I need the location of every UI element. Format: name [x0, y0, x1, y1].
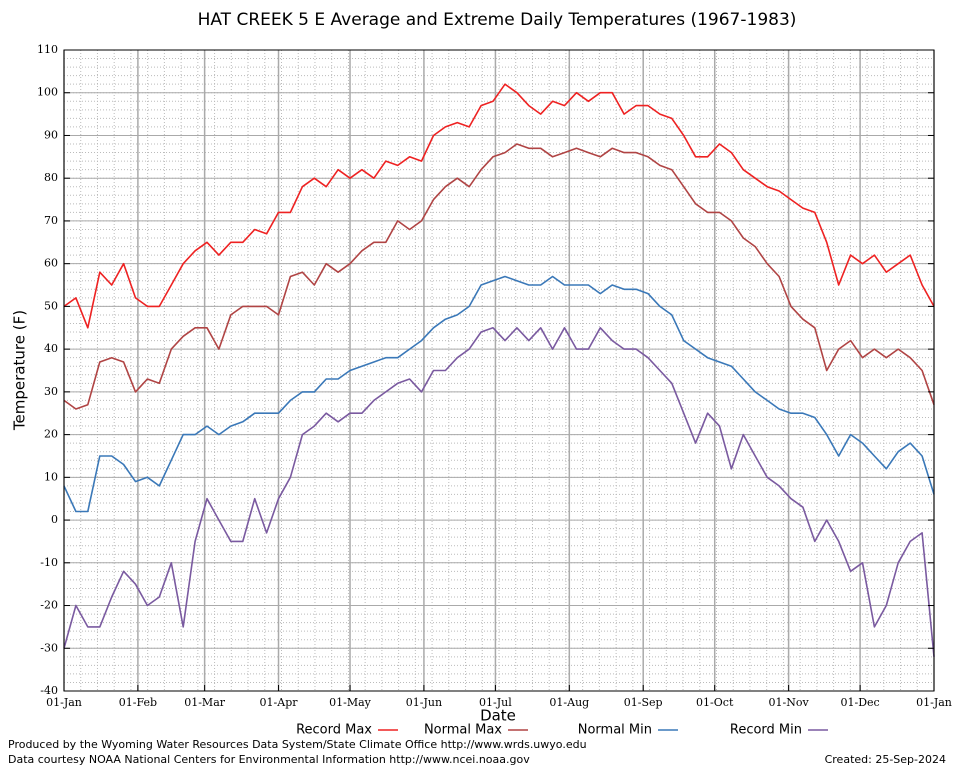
- plot-frame: [63, 49, 935, 692]
- y-tick-label: 70: [44, 214, 58, 227]
- x-tick-label: 01-Mar: [184, 696, 226, 709]
- created-date: Created: 25-Sep-2024: [825, 753, 946, 766]
- legend-label: Record Min: [730, 723, 802, 738]
- y-tick-label: 60: [44, 257, 58, 270]
- y-tick-label: 0: [51, 513, 58, 526]
- x-tick-label: 01-Jan: [46, 696, 82, 709]
- legend-label: Normal Min: [578, 723, 652, 738]
- x-tick-label: 01-Oct: [696, 696, 734, 709]
- y-tick-label: 30: [44, 385, 58, 398]
- x-tick-label: 01-Nov: [769, 696, 810, 709]
- y-tick-label: -40: [40, 684, 58, 697]
- x-tick-label: 01-Jul: [479, 696, 512, 709]
- legend: Record Max Normal Max Normal Min Record Min: [296, 723, 828, 738]
- series-line: [63, 327, 935, 657]
- x-tick-label: 01-Dec: [841, 696, 880, 709]
- series-line: [63, 83, 935, 329]
- y-tick-label: 80: [44, 171, 58, 184]
- credit: Produced by the Wyoming Water Resources …: [8, 738, 587, 751]
- y-tick-label: -20: [40, 599, 58, 612]
- chart-title: HAT CREEK 5 E Average and Extreme Daily …: [198, 10, 797, 30]
- y-tick-label: 10: [44, 470, 58, 483]
- legend-label: Normal Max: [424, 723, 502, 738]
- legend-label: Record Max: [296, 723, 372, 738]
- y-tick-label: 100: [37, 86, 58, 99]
- x-tick-label: 01-Jan: [916, 696, 952, 709]
- y-tick-label: 50: [44, 299, 58, 312]
- x-tick-label: 01-Jun: [406, 696, 442, 709]
- x-axis-label: Date: [480, 707, 516, 725]
- x-tick-label: 01-Aug: [549, 696, 589, 709]
- axes: -40 -30 -20 -10 0 10 20 30 40 50 60 70 80 90 100 110 01-…: [37, 43, 952, 709]
- series-line: [63, 275, 935, 513]
- y-tick-label: 110: [37, 43, 58, 56]
- grid: [63, 49, 935, 692]
- x-tick-label: 01-May: [329, 696, 372, 709]
- y-tick-label: -30: [40, 641, 58, 654]
- y-tick-label: 40: [44, 342, 58, 355]
- plot: [63, 83, 935, 657]
- y-tick-label: 90: [44, 128, 58, 141]
- x-tick-label: 01-Apr: [260, 696, 299, 709]
- y-tick-label: 20: [44, 428, 58, 441]
- x-tick-label: 01-Sep: [624, 696, 663, 709]
- series-line: [63, 143, 935, 410]
- y-axis-label: Temperature (F): [11, 310, 29, 431]
- credit: Data courtesy NOAA National Centers for …: [8, 753, 530, 766]
- y-tick-label: -10: [40, 556, 58, 569]
- x-tick-label: 01-Feb: [119, 696, 157, 709]
